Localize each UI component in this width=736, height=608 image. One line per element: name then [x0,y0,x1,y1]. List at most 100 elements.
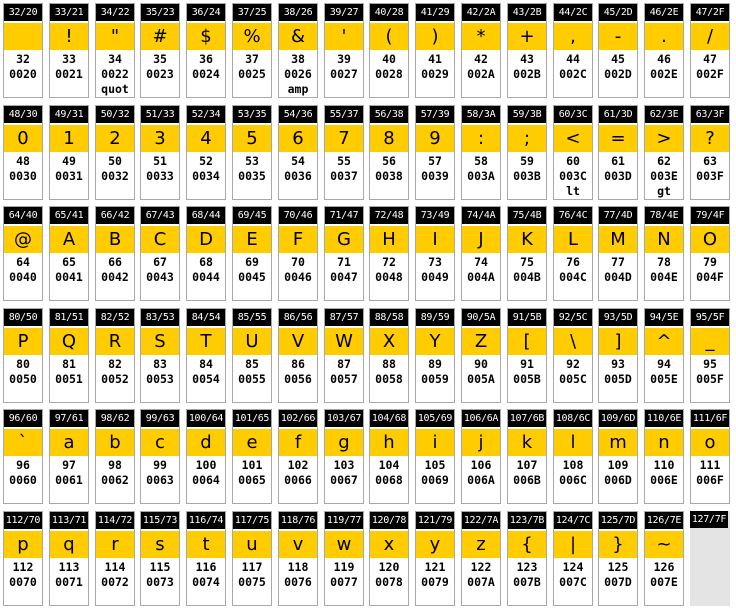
code-header: 47/2F [691,4,729,21]
code-header: 34/22 [96,4,134,21]
decimal-code: 45 [611,52,625,66]
char-cell: 64/40 @64 0040 [3,206,43,301]
char-glyph: o [691,429,729,456]
char-glyph: | [554,531,592,558]
hex-code: 004F [696,270,724,284]
hex-code: 0076 [284,575,312,589]
hex-code: 004C [559,270,587,284]
code-header: 73/49 [416,207,454,224]
hex-code: 0078 [375,575,403,589]
char-glyph: r [96,531,134,558]
char-cell: 49/31 1 49 0031 [49,105,89,200]
char-glyph: X [370,328,408,355]
code-header: 66/42 [96,207,134,224]
decimal-code: 80 [16,357,30,371]
hex-code: 0037 [330,169,358,183]
code-header: 49/31 [50,106,88,123]
hex-code: 003B [513,169,541,183]
code-header: 68/44 [187,207,225,224]
decimal-code: 61 [611,154,625,168]
char-cell: 56/38 8 56 0038 [369,105,409,200]
char-glyph: / [691,23,729,50]
hex-code: 0047 [330,270,358,284]
decimal-code: 70 [291,255,305,269]
decimal-code: 42 [474,52,488,66]
decimal-code: 100 [195,458,217,472]
code-header: 97/61 [50,410,88,427]
code-header: 111/6F [691,410,729,427]
char-cell: 119/77 w 119 0077 [324,511,364,606]
hex-code: 0059 [421,372,449,386]
char-cell: 106/6A j 106 006A [461,409,501,504]
decimal-code: 72 [382,255,396,269]
hex-code: 0072 [101,575,129,589]
decimal-code: 97 [62,458,76,472]
char-glyph: ! [50,23,88,50]
char-cell: 72/48 H 72 0048 [369,206,409,301]
code-header: 124/7C [554,512,592,529]
decimal-code: 32 [16,52,30,66]
hex-code: 0060 [9,473,37,487]
char-glyph: { [508,531,546,558]
code-header: 70/46 [279,207,317,224]
char-cell: 127/7F [690,511,730,606]
char-cell: 78/4E N 78 004E [644,206,684,301]
char-cell: 53/35 5 53 0035 [232,105,272,200]
hex-code: 007A [467,575,495,589]
hex-code: 0044 [192,270,220,284]
char-cell: 82/52 R 82 0052 [95,308,135,403]
code-header: 108/6C [554,410,592,427]
decimal-code: 109 [607,458,629,472]
char-cell: 102/66 f 102 0066 [278,409,318,504]
decimal-code: 81 [62,357,76,371]
decimal-code: 71 [337,255,351,269]
char-cell: 81/51 Q 81 0051 [49,308,89,403]
char-glyph: I [416,226,454,253]
char-glyph: \ [554,328,592,355]
code-header: 94/5E [645,309,683,326]
decimal-code: 119 [333,560,355,574]
decimal-code: 33 [62,52,76,66]
char-cell: 108/6C l 108 006C [553,409,593,504]
code-header: 36/24 [187,4,225,21]
char-cell: 36/24 $36 0024 [186,3,226,98]
char-cell: 103/67 g 103 0067 [324,409,364,504]
hex-code: 006F [696,473,724,487]
hex-code: 0043 [146,270,174,284]
decimal-code: 46 [657,52,671,66]
hex-code: 0049 [421,270,449,284]
char-glyph: A [50,226,88,253]
char-cell: 58/3A: 58 003A [461,105,501,200]
hex-code: 0036 [284,169,312,183]
hex-code: 0077 [330,575,358,589]
char-cell: 44/2C, 44 002C [553,3,593,98]
hex-code: 005B [513,372,541,386]
decimal-code: 98 [108,458,122,472]
code-header: 63/3F [691,106,729,123]
code-header: 115/73 [141,512,179,529]
hex-code: 006A [467,473,495,487]
char-cell: 66/42 B 66 0042 [95,206,135,301]
hex-code: 0068 [375,473,403,487]
code-header: 110/6E [645,410,683,427]
char-glyph: W [325,328,363,355]
char-cell: 83/53 S 83 0053 [140,308,180,403]
decimal-code: 91 [520,357,534,371]
char-glyph: B [96,226,134,253]
hex-code: 0061 [55,473,83,487]
char-cell: 51/33 3 51 0033 [140,105,180,200]
decimal-code: 49 [62,154,76,168]
code-header: 120/78 [370,512,408,529]
decimal-code: 65 [62,255,76,269]
hex-code: 0026 [284,67,312,81]
char-cell: 60/3C <60 003C lt [553,105,593,200]
html-entity: quot [101,82,129,96]
char-cell: 38/26 & 38 0026 amp [278,3,318,98]
char-cell: 110/6E n 110 006E [644,409,684,504]
char-glyph: h [370,429,408,456]
hex-code: 0034 [192,169,220,183]
hex-code: 0031 [55,169,83,183]
char-glyph: V [279,328,317,355]
decimal-code: 44 [566,52,580,66]
hex-code: 0064 [192,473,220,487]
